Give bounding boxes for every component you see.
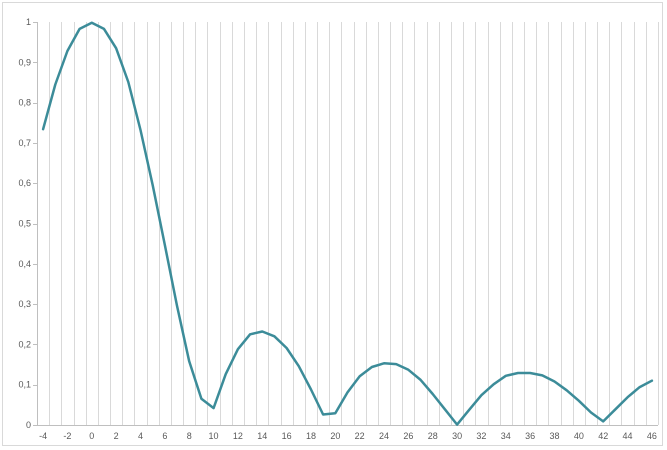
x-tick-label: 14 xyxy=(257,431,267,441)
y-tick-label: 0,9 xyxy=(18,57,31,67)
y-tick-label: 0,6 xyxy=(18,178,31,188)
x-tick-label: 2 xyxy=(114,431,119,441)
grid-lines xyxy=(37,22,659,425)
x-tick-label: 18 xyxy=(306,431,316,441)
x-tick-label: 26 xyxy=(403,431,413,441)
y-tick-label: 0,1 xyxy=(18,380,31,390)
x-tick-label: 36 xyxy=(525,431,535,441)
x-tick-label: 28 xyxy=(428,431,438,441)
y-tick-label: 0,7 xyxy=(18,138,31,148)
axes xyxy=(33,22,658,426)
x-tick-label: 32 xyxy=(476,431,486,441)
x-tick-label: 38 xyxy=(549,431,559,441)
x-tick-label: 44 xyxy=(623,431,633,441)
chart-frame xyxy=(2,2,663,446)
y-tick-label: 0,3 xyxy=(18,299,31,309)
x-tick-label: 4 xyxy=(138,431,143,441)
y-tick-label: 1 xyxy=(26,17,31,27)
y-tick-label: 0,4 xyxy=(18,259,31,269)
x-tick-label: 34 xyxy=(501,431,511,441)
x-tick-label: 46 xyxy=(647,431,657,441)
x-tick-label: 12 xyxy=(233,431,243,441)
x-tick-label: 24 xyxy=(379,431,389,441)
x-tick-label: 8 xyxy=(187,431,192,441)
x-tick-label: 40 xyxy=(574,431,584,441)
x-tick-label: 22 xyxy=(355,431,365,441)
x-tick-label: 42 xyxy=(598,431,608,441)
y-tick-label: 0,2 xyxy=(18,339,31,349)
x-tick-label: 0 xyxy=(89,431,94,441)
x-tick-label: -4 xyxy=(39,431,47,441)
x-tick-label: 16 xyxy=(282,431,292,441)
y-tick-label: 0 xyxy=(26,420,31,430)
x-tick-label: 30 xyxy=(452,431,462,441)
x-tick-label: -2 xyxy=(63,431,71,441)
x-tick-label: 6 xyxy=(162,431,167,441)
y-tick-label: 0,5 xyxy=(18,219,31,229)
x-tick-label: 10 xyxy=(209,431,219,441)
x-axis-tick-labels: -4 -2 0 2 4 6 8 10 12 14 16 18 20 22 24 26 28 30 32 34 36 38 4… xyxy=(39,431,657,441)
y-axis-tick-labels: 0 0,1 0,2 0,3 0,4 0,5 0,6 0,7 0,8 0,9 1 xyxy=(18,17,31,430)
series-layer xyxy=(41,21,654,426)
x-tick-label: 20 xyxy=(330,431,340,441)
y-tick-label: 0,8 xyxy=(18,98,31,108)
